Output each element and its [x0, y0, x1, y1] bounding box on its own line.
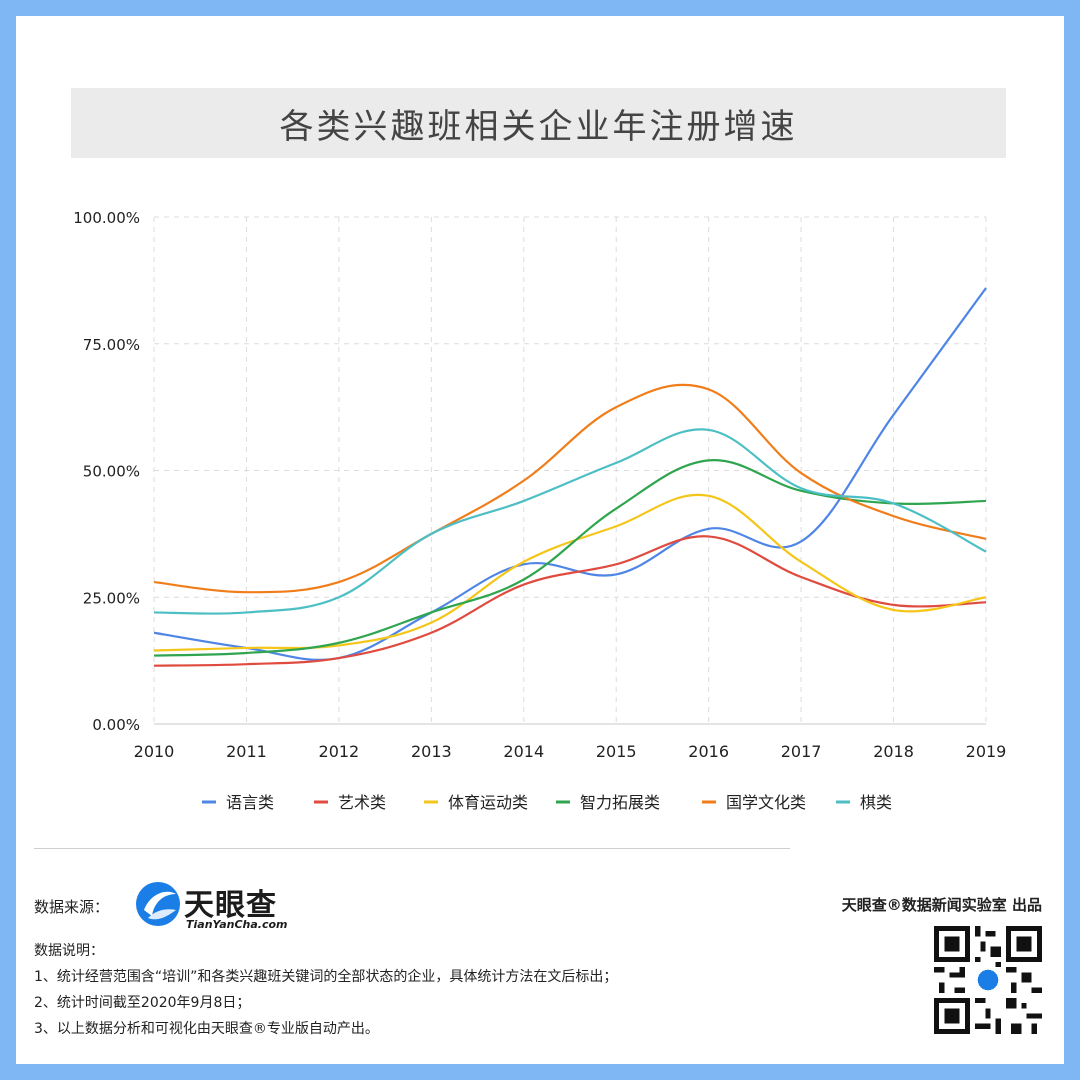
x-tick-label: 2012	[319, 742, 360, 761]
legend-label-4: 智力拓展类	[580, 793, 660, 812]
y-tick-label: 50.00%	[83, 463, 140, 481]
note-line-1: 1、统计经营范围含“培训”和各类兴趣班关键词的全部状态的企业，具体统计方法在文后…	[34, 969, 618, 985]
legend-label-3: 体育运动类	[448, 793, 528, 812]
logo-name: 天眼查	[184, 888, 277, 923]
credit-text: 天眼查®数据新闻实验室 出品	[841, 896, 1042, 914]
notes-title: 数据说明：	[34, 943, 104, 959]
note-line-3: 3、以上数据分析和可视化由天眼查®专业版自动产出。	[34, 1021, 379, 1037]
source-label: 数据来源：	[34, 898, 110, 916]
y-tick-label: 25.00%	[83, 589, 140, 607]
series-line-4	[153, 459, 987, 657]
series-line-3	[153, 493, 987, 652]
x-tick-label: 2018	[873, 742, 914, 761]
x-tick-label: 2016	[688, 742, 729, 761]
notes-block: 数据说明： 1、统计经营范围含“培训”和各类兴趣班关键词的全部状态的企业，具体统…	[34, 938, 617, 1042]
y-tick-label: 100.00%	[73, 209, 140, 227]
logo-icon	[136, 882, 180, 926]
line-chart: 0.00% 25.00% 50.00% 75.00% 100.00% 2010 2011 20…	[73, 209, 1007, 812]
x-tick-label: 2014	[503, 742, 544, 761]
x-tick-label: 2011	[226, 742, 267, 761]
x-tick-label: 2019	[966, 742, 1007, 761]
x-tick-label: 2015	[596, 742, 637, 761]
y-tick-label: 75.00%	[83, 336, 140, 354]
legend-label-5: 国学文化类	[726, 793, 806, 812]
legend-label-6: 棋类	[860, 793, 892, 812]
legend-label-2: 艺术类	[338, 793, 386, 812]
series-line-5	[153, 383, 987, 594]
footer-divider	[34, 848, 790, 849]
x-tick-label: 2017	[781, 742, 822, 761]
tianyancha-logo: 天眼查 TianYanCha.com	[134, 880, 314, 936]
series-line-1	[153, 287, 987, 662]
x-tick-label: 2013	[411, 742, 452, 761]
chart-title: 各类兴趣班相关企业年注册增速	[279, 106, 798, 147]
series-line-2	[153, 535, 987, 667]
title-bar: 各类兴趣班相关企业年注册增速	[71, 88, 1006, 158]
y-tick-label: 0.00%	[92, 716, 140, 734]
legend-label-1: 语言类	[226, 793, 274, 812]
qr-code-icon	[934, 926, 1042, 1034]
series-line-6	[153, 428, 987, 615]
logo-domain: TianYanCha.com	[186, 918, 288, 931]
note-line-2: 2、统计时间截至2020年9月8日；	[34, 995, 251, 1011]
x-tick-label: 2010	[134, 742, 175, 761]
infographic-card: 各类兴趣班相关企业年注册增速 0.00% 25.00% 50.00% 75.00% 10…	[16, 16, 1064, 1064]
